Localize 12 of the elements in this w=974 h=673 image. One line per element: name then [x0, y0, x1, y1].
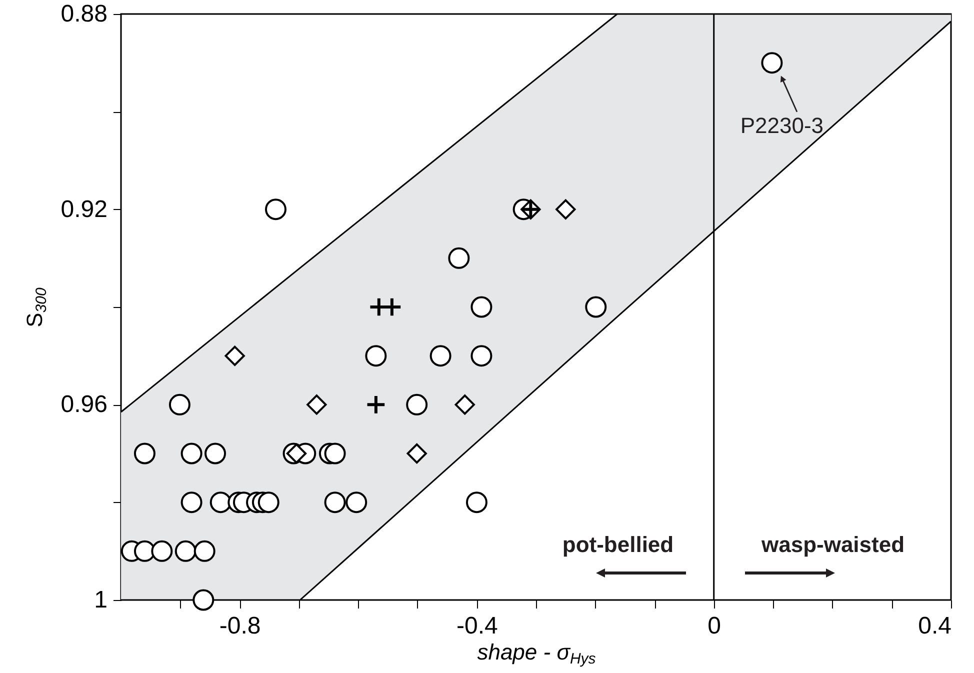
x-tick-label: 0.4 [918, 612, 952, 640]
x-tick-label: -0.8 [219, 612, 261, 640]
y-tick-label: 1 [94, 586, 108, 614]
y-tick-label: 0.96 [60, 391, 108, 418]
y-tick-label: 0.88 [60, 0, 108, 28]
x-tick-label: -0.4 [456, 612, 498, 640]
y-tick-label: 0.92 [60, 196, 108, 223]
annotation: wasp-waisted [760, 532, 905, 557]
annotation: pot-bellied [562, 532, 674, 557]
x-axis-title: shape - σ$_{Hys}$ [477, 640, 596, 668]
annotation: P2230-3 [740, 112, 824, 138]
x-tick-label: 0 [708, 612, 722, 640]
